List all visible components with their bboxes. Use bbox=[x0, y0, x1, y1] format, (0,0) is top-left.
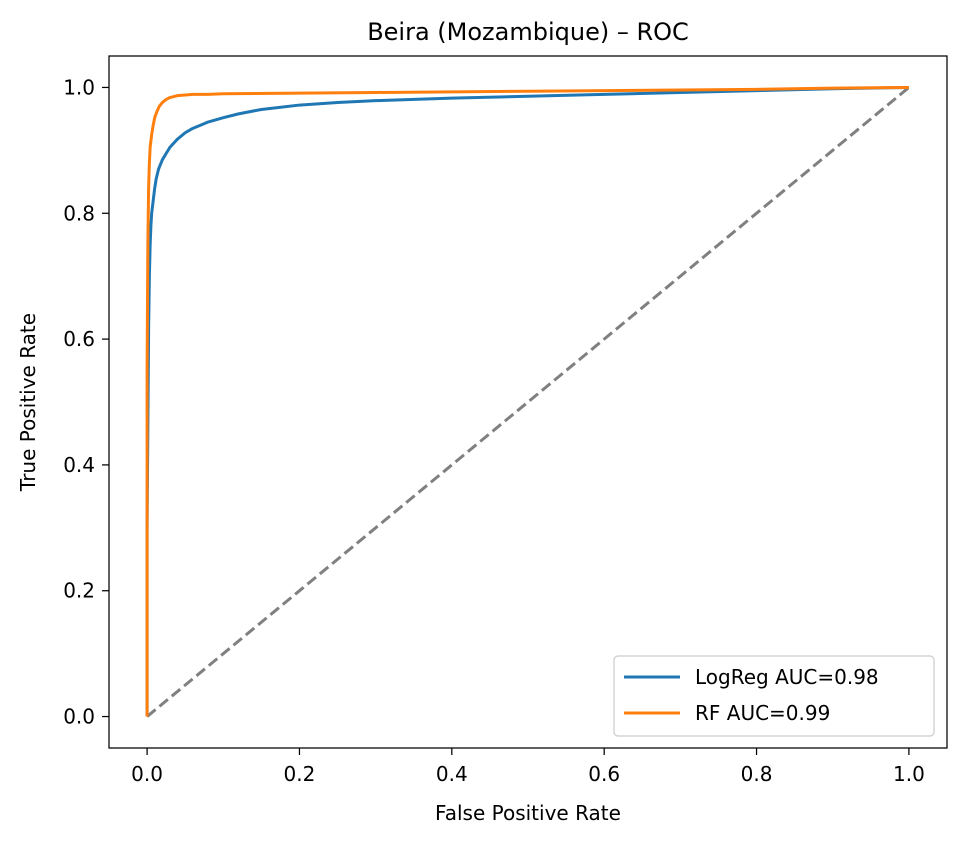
legend: LogReg AUC=0.98 RF AUC=0.99 bbox=[613, 655, 935, 737]
legend-label-logreg: LogReg AUC=0.98 bbox=[695, 665, 879, 689]
x-axis-label: False Positive Rate bbox=[435, 801, 621, 825]
y-axis-label: True Positive Rate bbox=[16, 313, 40, 492]
y-tick-label: 1.0 bbox=[63, 75, 95, 99]
y-tick-label: 0.2 bbox=[63, 579, 95, 603]
x-tick-label: 0.0 bbox=[131, 762, 163, 786]
x-tick-label: 0.6 bbox=[588, 762, 620, 786]
x-tick-label: 0.2 bbox=[284, 762, 316, 786]
y-tick-label: 0.4 bbox=[63, 453, 95, 477]
series-layer bbox=[145, 85, 910, 718]
y-tick-label: 0.6 bbox=[63, 327, 95, 351]
x-tick-label: 1.0 bbox=[893, 762, 925, 786]
legend-box bbox=[613, 655, 935, 737]
rf-roc-line bbox=[145, 85, 909, 717]
plot-frame bbox=[108, 55, 948, 749]
logreg-roc-line bbox=[145, 85, 909, 717]
x-axis: 0.0 0.2 0.4 0.6 0.8 1.0 bbox=[131, 748, 925, 786]
legend-label-rf: RF AUC=0.99 bbox=[695, 701, 830, 725]
chart-title: Beira (Mozambique) – ROC bbox=[367, 18, 689, 46]
x-tick-label: 0.4 bbox=[436, 762, 468, 786]
y-tick-label: 0.0 bbox=[63, 705, 95, 729]
chance-diagonal-line bbox=[146, 86, 910, 718]
y-axis: 0.0 0.2 0.4 0.6 0.8 1.0 bbox=[63, 75, 109, 729]
y-tick-label: 0.8 bbox=[63, 201, 95, 225]
x-tick-label: 0.8 bbox=[741, 762, 773, 786]
